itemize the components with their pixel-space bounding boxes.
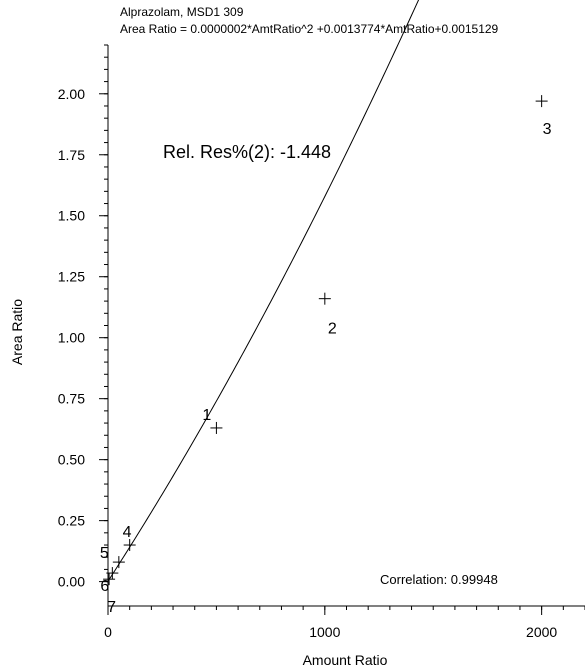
data-point: 3: [535, 95, 552, 138]
calibration-points: 1 2 3 45 6 7: [100, 95, 552, 616]
y-tick-label: 0.75: [58, 391, 85, 407]
data-point: 1: [202, 407, 223, 434]
x-minor-ticks: [107, 606, 585, 610]
point-label: 1: [202, 407, 211, 424]
data-point: 6: [100, 567, 119, 595]
x-axis-label: Amount Ratio: [303, 652, 388, 668]
x-major-ticks: 0 1000 2000: [104, 606, 557, 640]
fit-curve: [107, 0, 420, 582]
y-tick-label: 1.00: [58, 330, 85, 346]
data-point: 5: [100, 545, 125, 569]
y-tick-label: 0.50: [58, 452, 85, 468]
point-label: 3: [543, 121, 552, 138]
y-tick-label: 0.25: [58, 513, 85, 529]
y-tick-label: 1.25: [58, 269, 85, 285]
data-point: 7: [103, 573, 116, 616]
x-tick-label: 2000: [526, 624, 557, 640]
x-tick-label: 0: [104, 624, 112, 640]
y-tick-label: 1.50: [58, 208, 85, 224]
y-tick-label: 1.75: [58, 147, 85, 163]
correlation-annotation: Correlation: 0.99948: [380, 572, 498, 587]
point-label: 4: [123, 524, 132, 541]
y-axis-label: Area Ratio: [9, 299, 25, 365]
point-label: 5: [100, 545, 109, 562]
chart-title-line1: Alprazolam, MSD1 309: [120, 5, 244, 19]
y-major-ticks: 0.00 0.25 0.50 0.75 1.00 1.25 1.50 1.75 2.00: [58, 86, 108, 590]
y-tick-label: 2.00: [58, 86, 85, 102]
chart-title-line2: Area Ratio = 0.0000002*AmtRatio^2 +0.001…: [120, 22, 499, 36]
point-label: 7: [107, 599, 116, 616]
y-minor-ticks: [104, 44, 108, 583]
x-tick-label: 1000: [309, 624, 340, 640]
data-point: 4: [123, 524, 136, 552]
point-label: 6: [100, 578, 109, 595]
rel-res-annotation: Rel. Res%(2): -1.448: [163, 142, 331, 162]
point-label: 2: [328, 321, 337, 338]
data-point: 2: [318, 292, 337, 338]
y-tick-label: 0.00: [58, 574, 85, 590]
